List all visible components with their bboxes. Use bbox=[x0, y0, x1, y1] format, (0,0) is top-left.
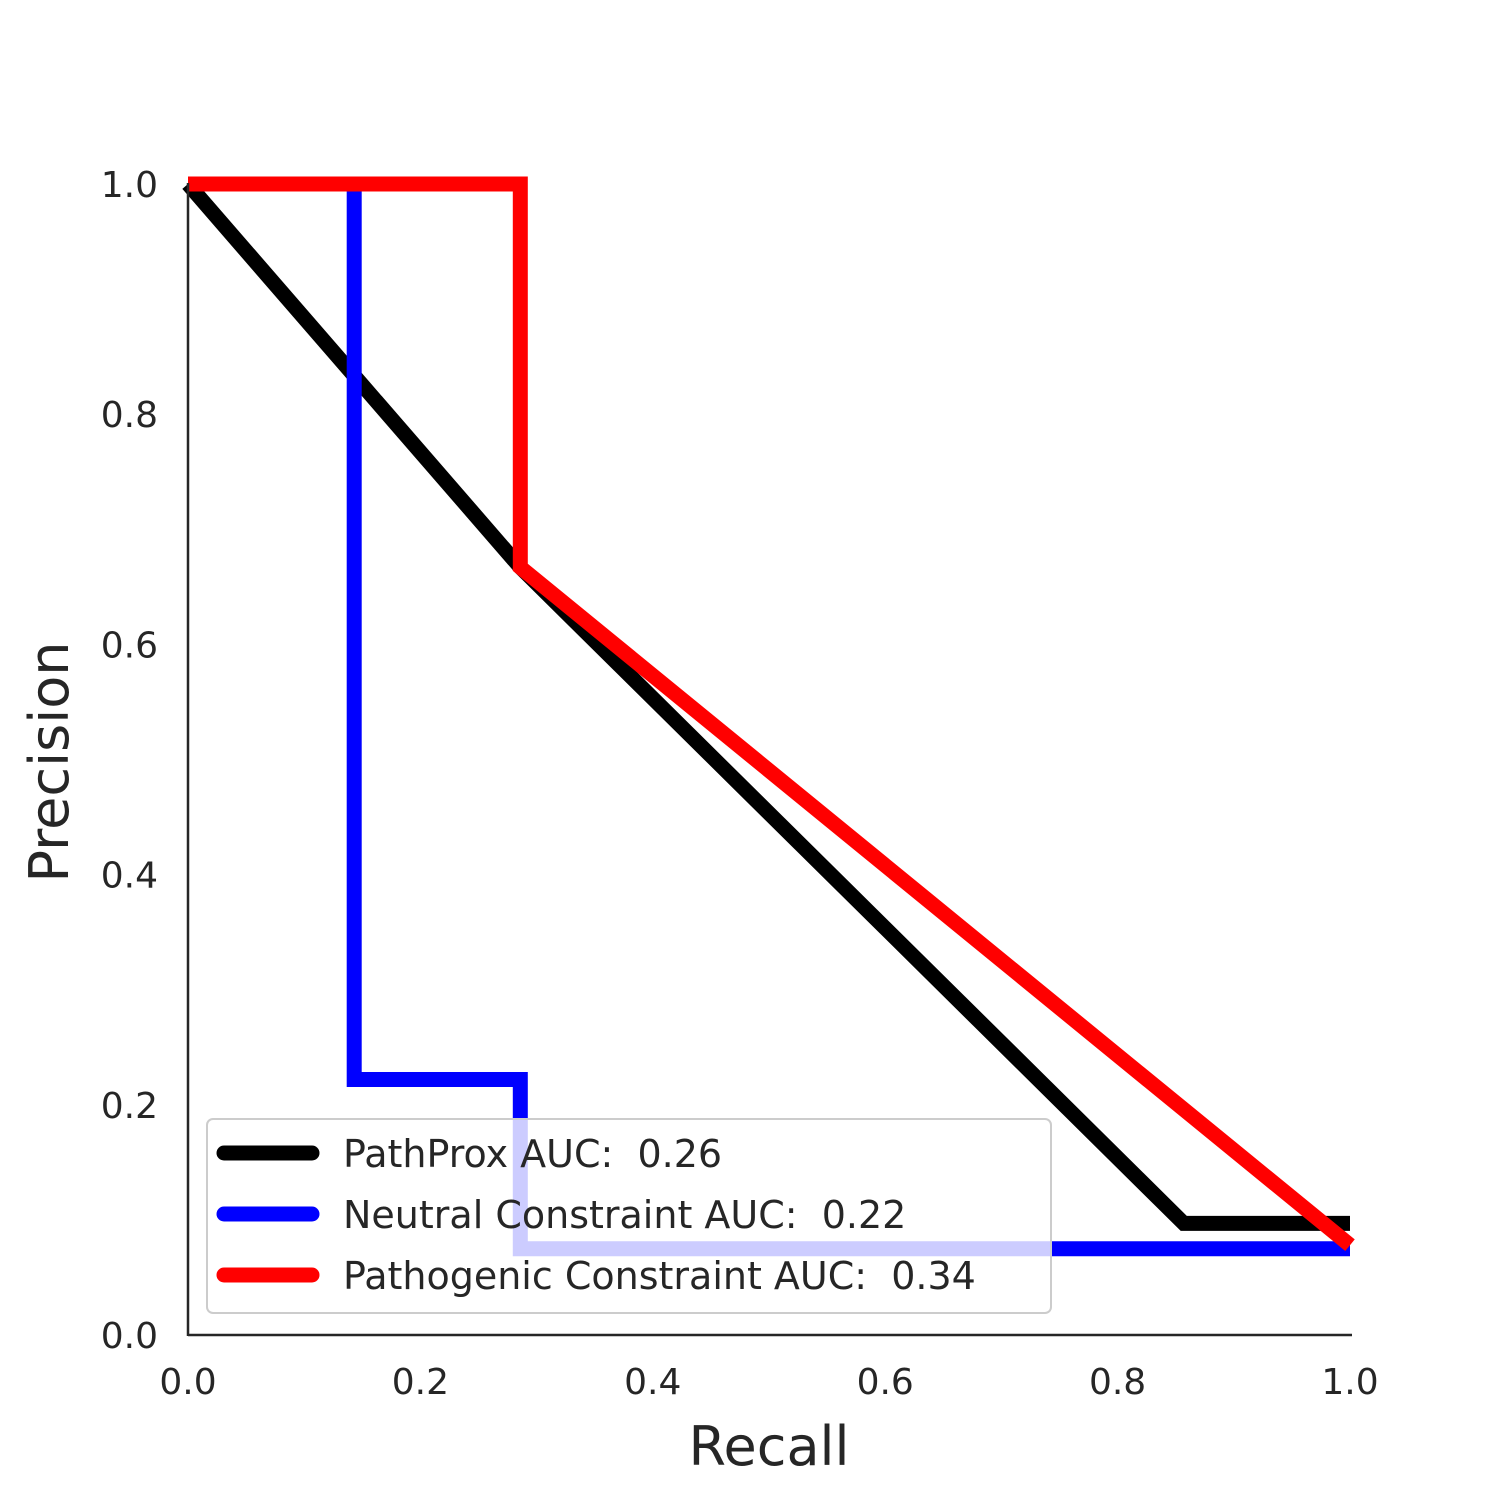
legend-label-3: Pathogenic Constraint AUC: 0.34 bbox=[343, 1254, 976, 1298]
legend-label-2: Neutral Constraint AUC: 0.22 bbox=[343, 1193, 906, 1237]
x-tick-label: 0.8 bbox=[1089, 1362, 1146, 1403]
y-tick-label: 0.8 bbox=[101, 395, 158, 436]
x-tick-label: 0.0 bbox=[159, 1362, 216, 1403]
y-tick-label: 0.0 bbox=[101, 1316, 158, 1357]
legend-entries: PathProx AUC: 0.26 Neutral Constraint AUC… bbox=[216, 1132, 976, 1298]
y-axis-title: Precision bbox=[18, 642, 81, 883]
x-tick-label: 0.6 bbox=[857, 1362, 914, 1403]
legend: PathProx AUC: 0.26 Neutral Constraint AUC… bbox=[206, 1118, 1052, 1314]
series-line-3 bbox=[188, 176, 1355, 1252]
y-tick-label: 0.6 bbox=[101, 625, 158, 666]
y-tick-labels: 0.0 0.2 0.4 0.6 0.8 1.0 bbox=[101, 165, 158, 1357]
x-tick-label: 1.0 bbox=[1321, 1362, 1378, 1403]
y-tick-label: 0.4 bbox=[101, 856, 158, 897]
x-tick-label: 0.4 bbox=[624, 1362, 681, 1403]
legend-label-1: PathProx AUC: 0.26 bbox=[343, 1132, 722, 1176]
x-tick-label: 0.2 bbox=[392, 1362, 449, 1403]
y-tick-label: 1.0 bbox=[101, 165, 158, 206]
legend-box bbox=[206, 1118, 1052, 1314]
y-tick-label: 0.2 bbox=[101, 1086, 158, 1127]
x-axis-title: Recall bbox=[688, 1415, 849, 1478]
x-tick-labels: 0.0 0.2 0.4 0.6 0.8 1.0 bbox=[159, 1362, 1378, 1403]
